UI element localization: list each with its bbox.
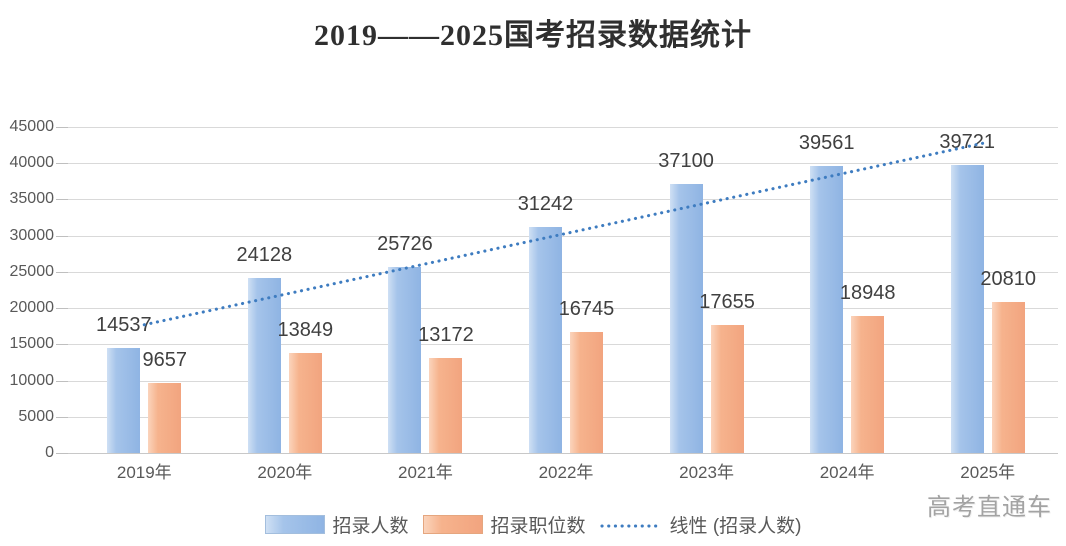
y-axis-label: 15000 xyxy=(9,335,55,353)
y-axis-label: 35000 xyxy=(9,190,55,208)
y-axis-tick xyxy=(56,271,68,273)
gridline xyxy=(68,380,1058,382)
data-label: 13172 xyxy=(418,323,474,346)
y-axis-label: 45000 xyxy=(9,118,55,135)
data-label: 14537 xyxy=(95,313,152,336)
x-axis-label: 2021年 xyxy=(398,463,453,482)
x-axis-label: 2020年 xyxy=(257,463,313,482)
recruit-count-bar xyxy=(388,266,422,453)
data-label: 39561 xyxy=(798,132,855,155)
y-axis-tick xyxy=(56,453,68,454)
y-axis-tick xyxy=(56,163,68,165)
y-axis-tick xyxy=(56,235,68,237)
x-axis-label: 2024年 xyxy=(819,463,875,482)
data-label: 9657 xyxy=(142,349,188,372)
recruit-count-bar xyxy=(950,165,984,453)
y-axis-tick xyxy=(56,380,68,382)
data-label: 18948 xyxy=(839,281,896,304)
y-axis-label: 10000 xyxy=(9,371,55,389)
position-count-bar xyxy=(148,383,182,453)
position-count-bar xyxy=(851,315,885,453)
gridline xyxy=(68,235,1058,237)
gridline xyxy=(68,127,1058,128)
legend-label: 线性 (招录人数) xyxy=(669,516,802,537)
y-axis-tick xyxy=(56,416,68,418)
y-axis-tick xyxy=(56,199,68,201)
recruit-count-bar xyxy=(529,226,562,453)
y-axis-label: 40000 xyxy=(9,154,55,172)
legend-dotted-line-icon xyxy=(599,523,662,528)
legend-label: 招录职位数 xyxy=(490,516,586,537)
y-axis-label: 30000 xyxy=(9,226,55,244)
legend-item: 线性 (招录人数) xyxy=(599,511,802,538)
position-count-bar xyxy=(288,352,322,453)
data-label: 39721 xyxy=(939,131,996,154)
data-label: 25726 xyxy=(377,232,433,255)
x-axis-label: 2025年 xyxy=(960,463,1016,482)
gridline xyxy=(68,416,1058,418)
x-axis-label: 2019年 xyxy=(116,463,172,482)
position-count-bar xyxy=(570,331,603,453)
data-label: 13849 xyxy=(277,318,334,341)
x-axis-label: 2022年 xyxy=(538,463,594,482)
recruit-count-bar xyxy=(247,278,281,453)
y-axis-tick xyxy=(56,127,68,128)
y-axis-tick xyxy=(56,344,68,346)
watermark: 高考直通车 xyxy=(927,494,1052,521)
recruit-count-bar xyxy=(107,347,141,453)
data-label: 37100 xyxy=(658,150,714,173)
legend-swatch-icon xyxy=(422,515,483,534)
position-count-bar xyxy=(710,325,744,453)
gridline xyxy=(68,453,1058,454)
data-label: 16745 xyxy=(558,297,615,320)
data-label: 24128 xyxy=(236,244,293,267)
chart-title: 2019——2025国考招录数据统计 xyxy=(314,19,752,52)
gridline xyxy=(68,163,1058,165)
x-axis-label: 2023年 xyxy=(679,463,734,482)
y-axis-label: 5000 xyxy=(18,407,54,425)
legend-swatch-icon xyxy=(264,515,325,534)
y-axis-label: 20000 xyxy=(9,299,55,317)
y-axis-label: 25000 xyxy=(9,262,55,280)
legend-item: 招录职位数 xyxy=(422,511,586,538)
data-label: 17655 xyxy=(699,291,755,314)
recruit-count-bar xyxy=(810,166,844,453)
legend-item: 招录人数 xyxy=(264,511,409,538)
recruit-count-bar xyxy=(669,184,703,453)
gridline xyxy=(68,344,1058,346)
y-axis-tick xyxy=(56,308,68,310)
y-axis-label: 0 xyxy=(45,444,54,461)
gridline xyxy=(68,271,1058,273)
data-label: 31242 xyxy=(517,192,574,215)
position-count-bar xyxy=(429,357,463,453)
data-label: 20810 xyxy=(980,268,1037,291)
position-count-bar xyxy=(991,302,1025,453)
legend: 招录人数 招录职位数 线性 (招录人数) xyxy=(0,511,1066,538)
legend-label: 招录人数 xyxy=(332,516,409,537)
